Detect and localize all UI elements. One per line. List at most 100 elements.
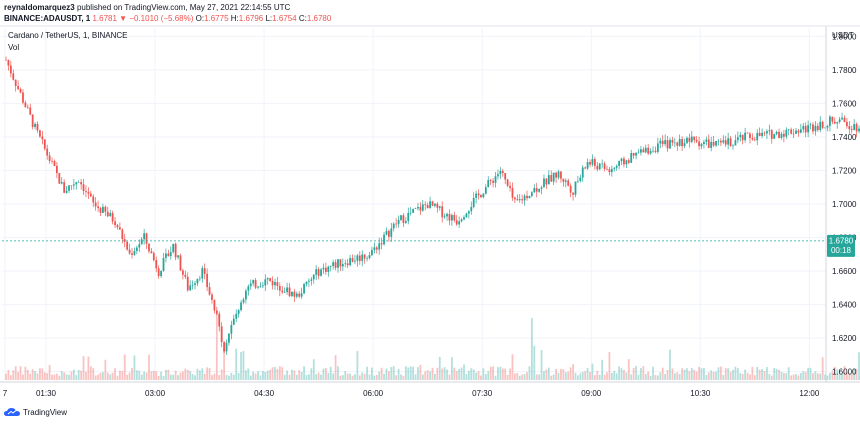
candle-body <box>368 255 371 259</box>
volume-bar <box>635 366 637 380</box>
volume-bar <box>160 371 162 380</box>
volume-bar <box>719 366 722 380</box>
candle-body <box>17 86 20 90</box>
price-tick-label: 1.7800 <box>832 66 857 75</box>
volume-bar <box>797 375 800 380</box>
last-price-value: 1.6780 <box>829 236 854 245</box>
candle-body <box>753 139 756 141</box>
volume-bar <box>293 370 296 380</box>
volume-bar <box>671 368 674 380</box>
candle-body <box>829 116 831 127</box>
volume-bar <box>104 359 107 380</box>
volume-bar <box>637 374 640 380</box>
author-name[interactable]: reynaldomarquez3 <box>4 3 75 12</box>
change-value: −0.1010 (−5.68%) <box>129 14 194 23</box>
candle-body <box>732 145 734 147</box>
volume-bar <box>424 371 427 380</box>
volume-bar <box>419 364 422 380</box>
volume-bar <box>225 374 228 380</box>
candle-body <box>467 211 470 214</box>
volume-bar <box>465 374 468 380</box>
volume-bar <box>116 375 119 380</box>
candle-body <box>795 130 797 134</box>
candle-body <box>802 125 805 130</box>
candle-body <box>315 269 318 275</box>
candle-body <box>455 220 458 225</box>
volume-bar <box>543 371 545 380</box>
time-tick-label: 07:30 <box>472 389 493 398</box>
volume-bar <box>758 369 761 380</box>
volume-bar <box>194 375 196 380</box>
volume-bar <box>819 373 822 380</box>
candle-body <box>644 147 647 153</box>
candle-body <box>51 160 53 162</box>
candle-body <box>392 223 395 229</box>
candle-body <box>620 158 623 162</box>
candle-body <box>703 141 705 145</box>
candle-body <box>157 268 160 277</box>
candle-body <box>70 185 73 187</box>
candle-body <box>48 155 51 161</box>
tradingview-logo[interactable]: TradingView <box>4 407 67 417</box>
volume-bar <box>312 359 315 380</box>
volume-bar <box>591 363 594 380</box>
volume-bar <box>261 370 264 380</box>
volume-bar <box>22 374 24 380</box>
candle-body <box>400 215 402 220</box>
candle-body <box>780 133 783 138</box>
candle-body <box>705 139 708 142</box>
volume-bar <box>334 355 337 380</box>
volume-bar <box>434 373 436 380</box>
volume-bar <box>693 369 696 380</box>
volume-bar <box>586 367 589 380</box>
candle-body <box>770 130 773 139</box>
volume-bar <box>656 375 659 380</box>
candle-body <box>688 137 691 142</box>
candle-body <box>68 185 70 191</box>
high-value: 1.6796 <box>238 14 264 23</box>
volume-bar <box>654 375 657 380</box>
candle-body <box>160 270 162 277</box>
candle-body <box>283 292 286 293</box>
volume-bar <box>710 370 713 380</box>
volume-bar <box>240 351 242 380</box>
candle-body <box>322 267 325 270</box>
candle-body <box>768 130 771 132</box>
candle-body <box>652 150 654 152</box>
candle-body <box>104 206 107 212</box>
volume-bar <box>305 374 308 380</box>
volume-bar <box>686 368 688 380</box>
volume-bar <box>436 367 439 380</box>
candle-body <box>642 149 645 153</box>
cloud-logo-icon <box>4 408 20 416</box>
high-label: H: <box>230 14 239 23</box>
volume-bar <box>17 371 20 380</box>
close-label: C: <box>298 14 307 23</box>
candle-body <box>310 279 313 281</box>
candle-body <box>686 137 688 144</box>
candle-body <box>792 133 795 135</box>
volume-bar <box>288 374 291 380</box>
candle-body <box>230 324 233 334</box>
candle-body <box>528 195 531 199</box>
volume-bar <box>606 372 608 380</box>
volume-bar <box>666 369 669 380</box>
volume-bar <box>121 371 124 380</box>
volume-bar <box>402 375 405 380</box>
volume-bar <box>579 373 582 380</box>
candle-body <box>351 258 354 262</box>
volume-bar <box>538 374 541 380</box>
volume-bar <box>184 368 187 380</box>
volume-bar <box>218 375 221 380</box>
candle-body <box>249 283 252 287</box>
candle-body <box>269 278 272 281</box>
volume-bar <box>247 368 250 380</box>
candle-body <box>589 162 591 165</box>
candle-body <box>346 263 349 266</box>
volume-bar <box>356 351 359 380</box>
candle-body <box>312 274 315 280</box>
volume-bar <box>138 370 141 380</box>
candle-body <box>577 181 579 182</box>
candle-body <box>545 178 548 185</box>
